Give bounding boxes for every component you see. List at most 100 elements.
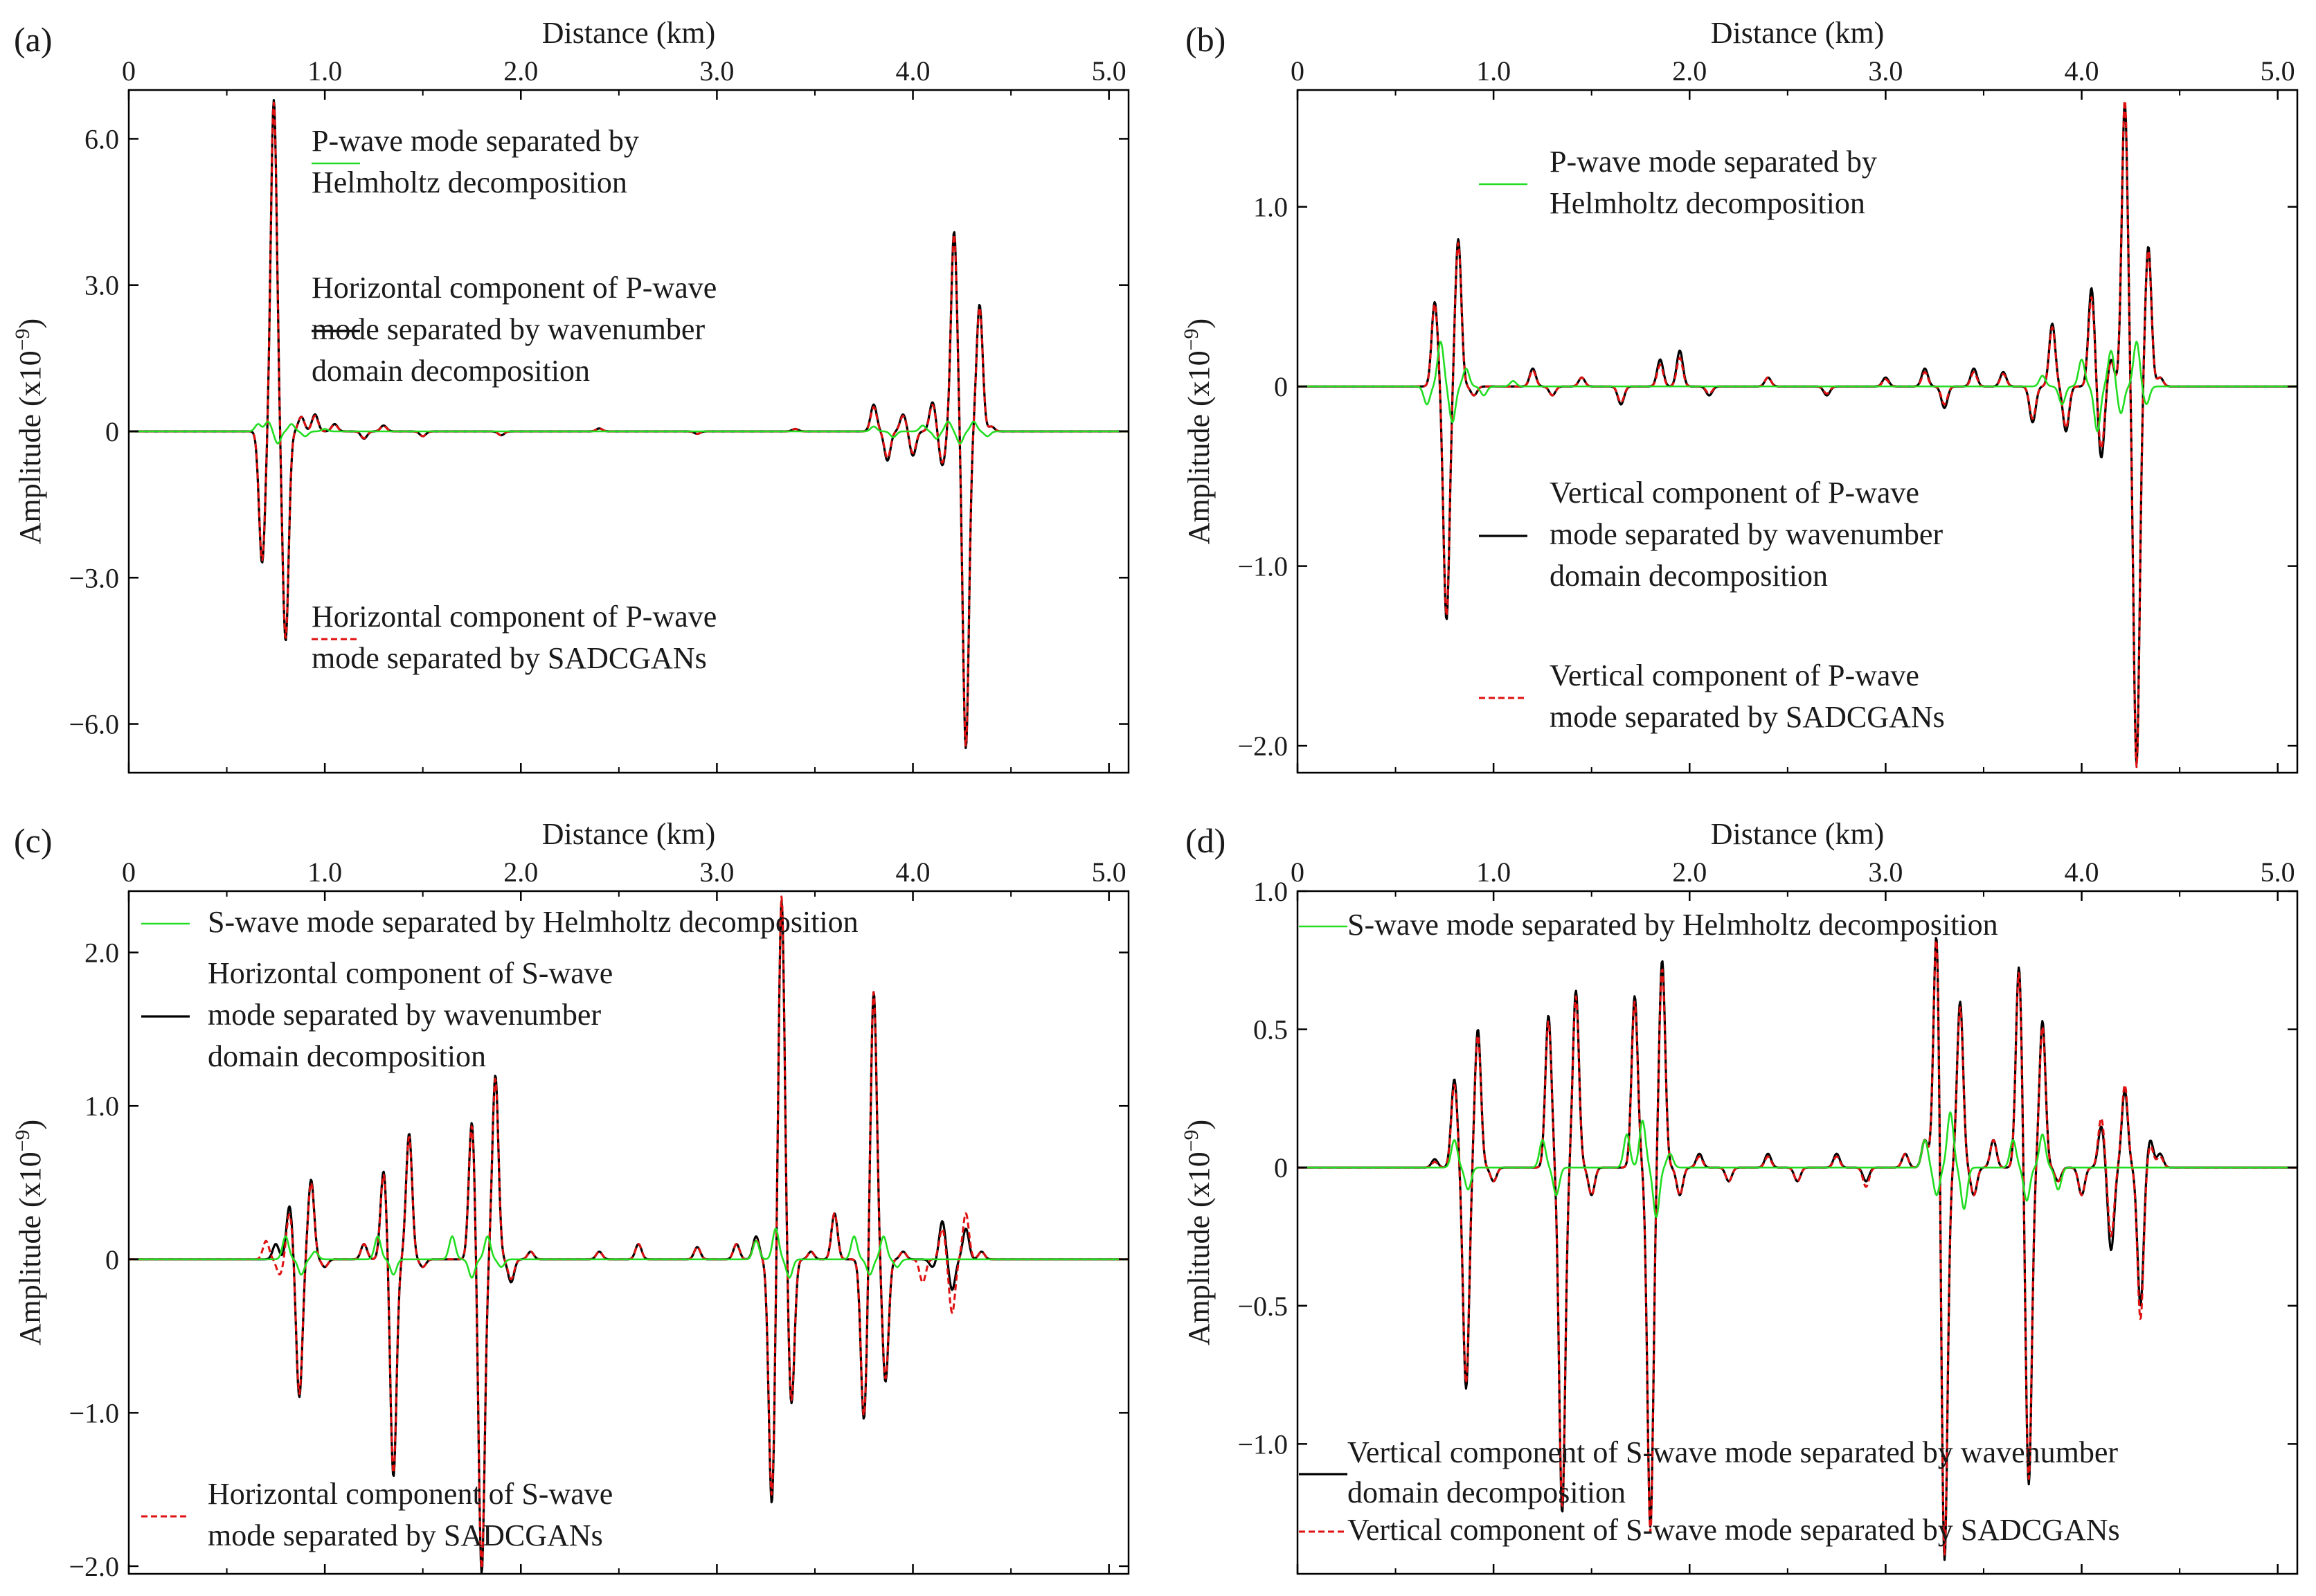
- x-tick-label: 1.0: [307, 55, 342, 87]
- y-tick-label: −1.0: [1237, 551, 1288, 582]
- series-group: [1298, 99, 2297, 769]
- y-axis-title-suffix: ): [1182, 1120, 1216, 1130]
- y-axis-title-prefix: Amplitude (x10: [13, 1151, 47, 1345]
- y-tick-label: 0.5: [1253, 1014, 1288, 1046]
- legend-label: mode separated by SADCGANs: [208, 1518, 603, 1552]
- x-tick-label: 2.0: [1672, 857, 1707, 888]
- legend-label: Helmholtz decomposition: [312, 165, 627, 199]
- legend-label: domain decomposition: [312, 354, 590, 388]
- legend-label: Vertical component of P-wave: [1550, 658, 1919, 692]
- series-line-helmholtz: [129, 1228, 1129, 1279]
- x-tick-label: 4.0: [896, 857, 931, 888]
- panel-a: 0 1.0 2.0 3.0 4.0 5.0 Distance (km) 6.0 3.0 0 −3.0…: [11, 16, 1130, 774]
- legend-label: Helmholtz decomposition: [1550, 186, 1865, 220]
- x-tick-label: 3.0: [1868, 857, 1903, 888]
- y-tick-label: −0.5: [1237, 1291, 1288, 1322]
- series-group: [1298, 937, 2297, 1561]
- y-axis-title: Amplitude (x10−9): [1180, 1120, 1216, 1345]
- legend-label: mode separated by wavenumber: [312, 312, 705, 346]
- legend: P-wave mode separated by Helmholtz decomp…: [312, 124, 717, 675]
- panel-label: (b): [1185, 20, 1226, 59]
- x-tick-label: 5.0: [2261, 857, 2295, 888]
- legend-label: Vertical component of S-wave mode separa…: [1347, 1435, 2118, 1469]
- x-tick-label: 5.0: [2261, 55, 2295, 87]
- y-axis-title-exp: −9: [1180, 1129, 1203, 1151]
- y-axis-title: Amplitude (x10−9): [11, 319, 47, 544]
- legend-label: mode separated by wavenumber: [1550, 517, 1943, 551]
- x-tick-label: 2.0: [503, 55, 538, 87]
- panel-label: (d): [1185, 821, 1226, 860]
- y-axis-title-suffix: ): [1182, 319, 1216, 329]
- series-group: [129, 895, 1129, 1574]
- panel-b: 0 1.0 2.0 3.0 4.0 5.0 Distance (km) 1.0 0 −1.0 −2.…: [1180, 16, 2299, 774]
- y-tick-label: −1.0: [1237, 1428, 1288, 1460]
- x-tick-label: 4.0: [896, 55, 931, 87]
- x-tick-label: 0: [122, 55, 136, 87]
- series-group: [129, 99, 1129, 749]
- y-tick-label: 2.0: [84, 938, 119, 969]
- y-tick-label: 0: [105, 1244, 119, 1275]
- series-line-sadcgans: [1298, 939, 2297, 1556]
- x-tick-label: 0: [1291, 55, 1304, 87]
- legend-label: domain decomposition: [1347, 1476, 1626, 1509]
- y-tick-label: −6.0: [69, 709, 119, 740]
- x-tick-label: 1.0: [1476, 857, 1511, 888]
- y-tick-label: 1.0: [1253, 192, 1288, 223]
- legend: P-wave mode separated by Helmholtz decomp…: [1479, 145, 1945, 734]
- legend-label: domain decomposition: [208, 1039, 486, 1073]
- x-tick-label: 3.0: [1868, 55, 1903, 87]
- x-tick-label: 5.0: [1092, 857, 1126, 888]
- legend-label: Vertical component of P-wave: [1550, 476, 1919, 510]
- x-axis-title: Distance (km): [1711, 817, 1884, 851]
- x-tick-label: 4.0: [2065, 55, 2099, 87]
- x-tick-label: 4.0: [2065, 857, 2099, 888]
- y-tick-label: 1.0: [84, 1091, 119, 1122]
- y-axis-title-prefix: Amplitude (x10: [1182, 350, 1216, 544]
- panel-label: (c): [14, 821, 53, 860]
- y-tick-label: −3.0: [69, 562, 119, 593]
- legend: S-wave mode separated by Helmholtz decom…: [1299, 908, 2120, 1547]
- x-axis-title: Distance (km): [542, 817, 715, 851]
- y-axis-title-exp: −9: [1180, 328, 1203, 350]
- legend-label: Horizontal component of S-wave: [208, 1477, 613, 1511]
- x-tick-label: 0: [1291, 857, 1304, 888]
- x-tick-label: 3.0: [699, 55, 734, 87]
- plot-frame: [1296, 89, 2299, 774]
- series-line-helmholtz: [1298, 1111, 2297, 1219]
- legend-label: domain decomposition: [1550, 559, 1828, 593]
- plot-frame: [127, 890, 1130, 1575]
- series-line-helmholtz: [1298, 341, 2297, 433]
- y-tick-label: −1.0: [69, 1397, 119, 1428]
- x-tick-label: 5.0: [1092, 55, 1126, 87]
- y-axis-title-prefix: Amplitude (x10: [1182, 1151, 1216, 1345]
- legend-label: S-wave mode separated by Helmholtz decom…: [1347, 908, 1998, 942]
- y-tick-label: −2.0: [69, 1551, 119, 1582]
- legend: S-wave mode separated by Helmholtz decom…: [141, 905, 859, 1552]
- y-tick-label: 0: [105, 416, 119, 447]
- y-axis-title-exp: −9: [11, 1129, 34, 1151]
- legend-label: P-wave mode separated by: [1550, 145, 1877, 179]
- x-tick-label: 3.0: [699, 857, 734, 888]
- x-tick-label: 2.0: [1672, 55, 1707, 87]
- x-axis-title: Distance (km): [1711, 16, 1884, 50]
- y-tick-label: −2.0: [1237, 730, 1288, 762]
- legend-label: Horizontal component of P-wave: [312, 271, 717, 305]
- x-axis-title: Distance (km): [542, 16, 715, 50]
- x-tick-label: 1.0: [1476, 55, 1511, 87]
- x-tick-label: 2.0: [503, 857, 538, 888]
- legend-label: Horizontal component of P-wave: [312, 600, 717, 634]
- series-line-helmholtz: [129, 420, 1129, 445]
- legend-label: mode separated by SADCGANs: [312, 641, 707, 675]
- y-axis-title-prefix: Amplitude (x10: [13, 350, 47, 544]
- y-axis-title-suffix: ): [13, 1120, 47, 1130]
- legend-label: mode separated by wavenumber: [208, 998, 601, 1032]
- y-tick-label: 6.0: [84, 123, 119, 154]
- x-tick-label: 0: [122, 857, 136, 888]
- legend-label: P-wave mode separated by: [312, 124, 639, 158]
- legend-label: Horizontal component of S-wave: [208, 956, 613, 990]
- y-axis-title: Amplitude (x10−9): [11, 1120, 47, 1345]
- y-tick-label: 1.0: [1253, 876, 1288, 907]
